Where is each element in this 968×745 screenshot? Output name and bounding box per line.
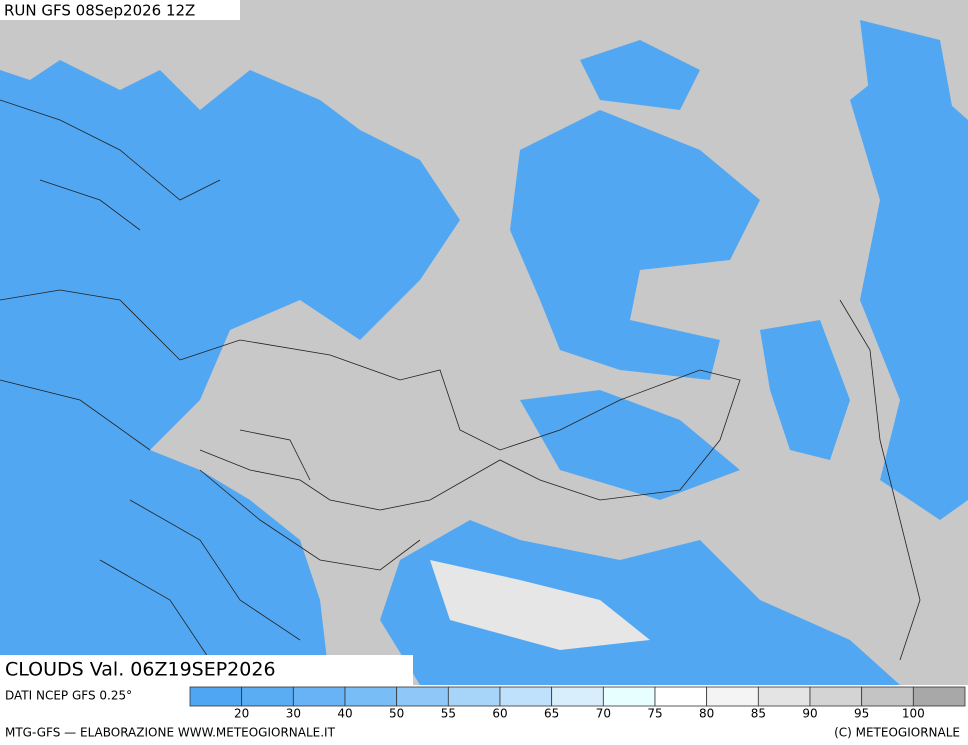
legend-label: 50: [389, 707, 404, 721]
color-swatch: [706, 686, 759, 707]
color-swatch: [447, 686, 501, 707]
legend-label: 100: [902, 707, 925, 721]
legend-label: 30: [286, 707, 301, 721]
source-label: DATI NCEP GFS 0.25°: [5, 689, 132, 703]
legend-label: 75: [647, 707, 662, 721]
title-box: [0, 655, 413, 685]
color-swatch: [396, 686, 449, 707]
color-swatch: [241, 686, 294, 707]
color-swatch: [912, 686, 966, 707]
legend-label: 55: [441, 707, 456, 721]
cloud-cover: [0, 0, 968, 685]
run-label-box: [0, 0, 240, 20]
legend-label: 70: [596, 707, 611, 721]
legend-label: 85: [751, 707, 766, 721]
color-swatch: [654, 686, 708, 707]
color-bar: 20 30 40 50 55 60 65 70 75 80 85 90 95 100: [189, 686, 966, 721]
color-swatch: [809, 686, 863, 707]
footer-left: MTG-GFS — ELABORAZIONE WWW.METEOGIORNALE…: [5, 726, 336, 740]
color-swatch: [551, 686, 604, 707]
color-swatch: [344, 686, 398, 707]
legend-label: 20: [234, 707, 249, 721]
legend-label: 40: [337, 707, 352, 721]
color-swatch: [292, 686, 346, 707]
color-swatch: [189, 686, 243, 707]
borders: [0, 99, 921, 661]
color-swatch: [757, 686, 811, 707]
run-label: RUN GFS 08Sep2026 12Z: [4, 2, 195, 20]
legend-label: 95: [854, 707, 869, 721]
color-swatch: [499, 686, 553, 707]
legend-label: 65: [544, 707, 559, 721]
footer-right: (C) METEOGIORNALE: [834, 726, 960, 740]
legend-label: 90: [802, 707, 817, 721]
legend-label: 80: [699, 707, 714, 721]
legend-label: 60: [492, 707, 507, 721]
map-title: CLOUDS Val. 06Z19SEP2026: [5, 659, 276, 681]
color-swatch: [861, 686, 914, 707]
color-swatch: [602, 686, 656, 707]
